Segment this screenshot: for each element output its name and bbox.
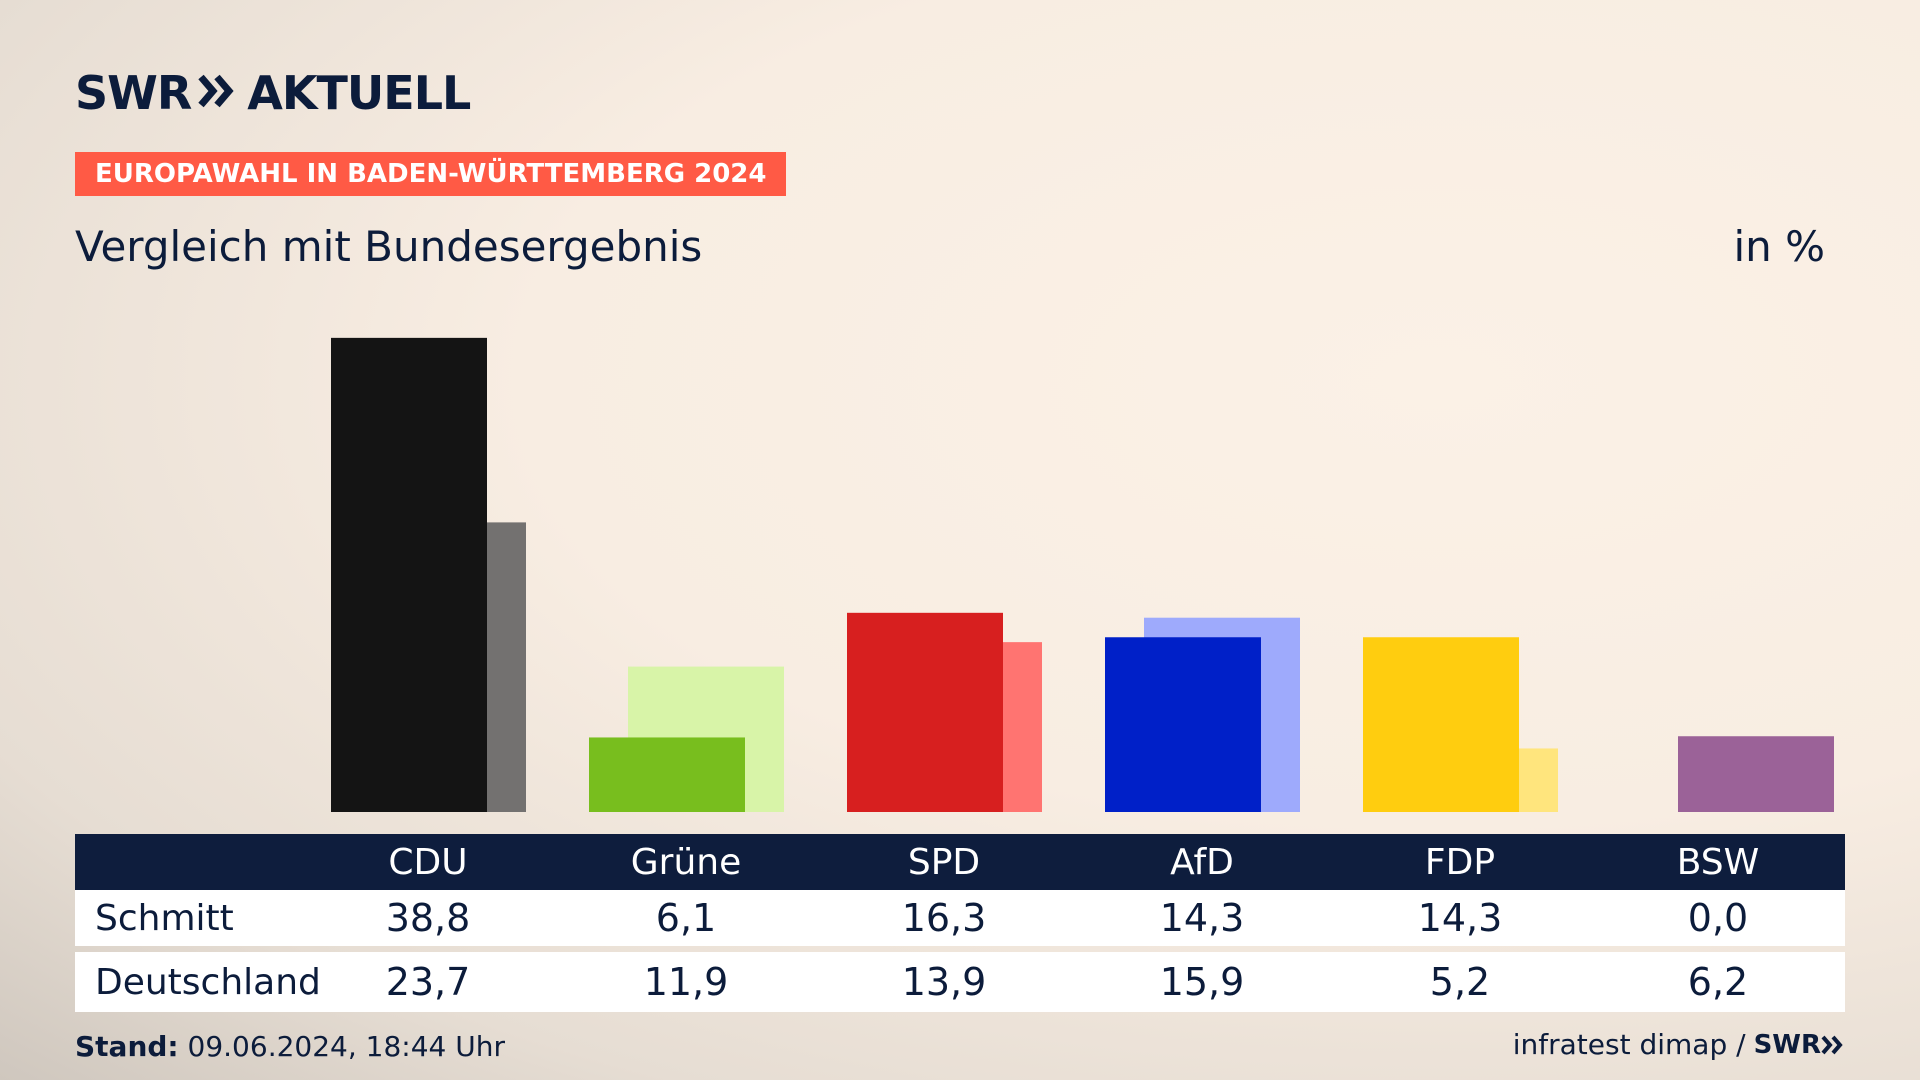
- cell-cdu: 23,7: [385, 960, 471, 1004]
- bar-grüne-schmitt: [589, 737, 745, 812]
- results-table: CDU Grüne SPD AfD FDP BSW Schmitt 38,8 6,1 16,3…: [75, 834, 1845, 1012]
- swr-aktuell-logo: SWR AKTUELL: [75, 66, 471, 120]
- cell-afd: 14,3: [1159, 896, 1245, 940]
- cell-grüne: 11,9: [643, 960, 729, 1004]
- table-row: Schmitt 38,8 6,1 16,3 14,3 14,3 0,0: [75, 890, 1845, 946]
- cell-grüne: 6,1: [655, 896, 717, 940]
- stand-label: Stand:: [75, 1030, 179, 1063]
- logo-aktuell-text: AKTUELL: [247, 66, 471, 120]
- cell-spd: 16,3: [901, 896, 987, 940]
- source-credit: infratest dimap / SWR: [1513, 1028, 1845, 1061]
- column-header-fdp: FDP: [1424, 841, 1496, 883]
- chevron-double-right-icon: [1821, 1035, 1843, 1054]
- cell-fdp: 14,3: [1417, 896, 1503, 940]
- timestamp: Stand: 09.06.2024, 18:44 Uhr: [75, 1030, 505, 1063]
- row-label: Schmitt: [95, 897, 234, 939]
- bar-afd-schmitt: [1105, 637, 1261, 812]
- bar-chart: [331, 337, 1834, 812]
- chart-unit: in %: [1733, 222, 1825, 271]
- column-header-cdu: CDU: [388, 841, 468, 883]
- cell-bsw: 6,2: [1687, 960, 1749, 1004]
- table-header: CDU Grüne SPD AfD FDP BSW: [75, 834, 1845, 890]
- chart-subtitle: Vergleich mit Bundesergebnis: [75, 222, 703, 271]
- column-header-bsw: BSW: [1676, 841, 1760, 883]
- small-logo-text: SWR: [1753, 1029, 1821, 1060]
- bar-bsw-deutschland: [1678, 736, 1834, 812]
- cell-afd: 15,9: [1159, 960, 1245, 1004]
- table-row: Deutschland 23,7 11,9 13,9 15,9 5,2 6,2: [75, 952, 1845, 1012]
- logo-swr-text: SWR: [75, 66, 192, 120]
- column-header-grüne: Grüne: [630, 841, 742, 883]
- cell-spd: 13,9: [901, 960, 987, 1004]
- column-header-afd: AfD: [1170, 841, 1234, 883]
- bar-cdu-schmitt: [331, 337, 487, 812]
- cell-bsw: 0,0: [1687, 896, 1749, 940]
- source-text: infratest dimap /: [1512, 1028, 1746, 1061]
- swr-small-logo: SWR: [1754, 1030, 1845, 1060]
- bar-fdp-schmitt: [1363, 637, 1519, 812]
- stand-value: 09.06.2024, 18:44 Uhr: [187, 1030, 505, 1063]
- cell-cdu: 38,8: [385, 896, 471, 940]
- row-label: Deutschland: [95, 961, 321, 1003]
- bar-spd-schmitt: [847, 612, 1003, 812]
- column-header-spd: SPD: [907, 841, 981, 883]
- cell-fdp: 5,2: [1429, 960, 1491, 1004]
- election-badge: EUROPAWAHL IN BADEN-WÜRTTEMBERG 2024: [75, 152, 787, 196]
- chevron-double-right-icon: [197, 73, 237, 113]
